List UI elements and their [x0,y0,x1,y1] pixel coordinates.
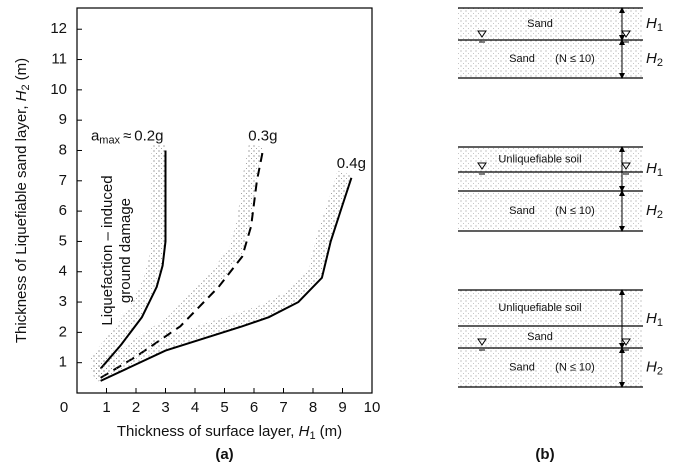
text-part: Thickness of Liquefiable sand layer, [13,101,30,343]
curve [100,177,353,382]
text-part: Thickness of surface layer, [117,423,299,440]
dimension-label: H1 [646,15,663,34]
layer-label: Sand [509,205,535,217]
text-part: 2 [657,209,663,221]
curve-label: amax ≈0.2g [91,127,164,146]
damage-band [90,170,352,383]
text-part: H [646,358,657,375]
curve [99,150,167,370]
y-tick-label: 12 [50,20,67,37]
x-tick-label: 4 [191,399,199,416]
dimension-label: H1 [646,310,663,329]
text-part: 0.3g [248,127,277,144]
y-tick-label: 4 [59,263,67,280]
caption: (a) [215,446,233,463]
text-part: 1 [657,167,663,179]
layer-label: Sand [527,331,553,343]
text-part: H [646,50,657,67]
y-tick-label: 2 [59,323,67,340]
dimension-label: H2 [646,50,663,69]
layer-label: Unliquefiable soil [498,302,581,314]
soil-fill [458,147,643,231]
y-tick-label: 9 [59,111,67,128]
x-tick-label: 7 [279,399,287,416]
soil-fill [458,8,643,78]
layer-note: (N ≤ 10) [555,205,595,217]
water-table [477,30,487,43]
text-part: H [646,310,657,327]
y-tick-label: 3 [59,293,67,310]
layer-note: (N ≤ 10) [555,361,595,373]
layer-label: Sand [527,18,553,30]
curve-label: 0.4g [337,155,366,172]
text-part: 2 [20,84,32,90]
annotation: ground damage [117,198,134,303]
x-tick-label: 0 [60,399,68,416]
text-part: 2 [657,57,663,69]
text-part: ≈ [123,127,131,144]
text-part: H [299,423,310,440]
x-tick-label: 8 [309,399,317,416]
dimension-label: H1 [646,160,663,179]
text-part: H [13,90,30,101]
text-part: (m) [13,58,30,81]
water-table [477,162,487,175]
layer-label: Sand [509,53,535,65]
text-part: 0.2g [134,127,163,144]
text-part: H [646,15,657,32]
y-axis-label: Thickness of Liquefiable sand layer, H2 (… [13,58,32,343]
text-part: 2 [657,365,663,377]
water-table [477,338,487,351]
text-part: (m) [320,423,343,440]
caption: (b) [535,446,554,463]
x-tick-label: 9 [338,399,346,416]
y-tick-label: 10 [50,81,67,98]
layer-label: Unliquefiable soil [498,153,581,165]
y-tick-label: 7 [59,172,67,189]
x-tick-label: 2 [132,399,140,416]
text-part: H [646,160,657,177]
damage-band [90,144,263,379]
x-tick-label: 10 [364,399,381,416]
x-tick-label: 5 [220,399,228,416]
text-part: a [91,127,100,144]
x-tick-label: 6 [250,399,258,416]
x-tick-label: 3 [161,399,169,416]
layer-label: Sand [509,361,535,373]
dimension-label: H2 [646,358,663,377]
x-axis-label: Thickness of surface layer, H1 (m) [117,423,342,442]
x-tick-label: 1 [102,399,110,416]
damage-band [88,145,166,369]
y-tick-label: 1 [59,354,67,371]
soil-fill [458,290,643,387]
y-tick-label: 8 [59,141,67,158]
annotation: Liquefaction – induced [99,175,116,325]
layer-note: (N ≤ 10) [555,53,595,65]
curve-label: 0.3g [248,127,277,144]
text-part: H [646,202,657,219]
text-part: 1 [657,22,663,34]
text-part: 0.4g [337,155,366,172]
y-tick-label: 11 [51,51,67,68]
text-part: 1 [309,430,315,442]
text-part: 1 [657,317,663,329]
y-tick-label: 5 [59,232,67,249]
dimension-label: H2 [646,202,663,221]
text-part: max [99,134,120,146]
y-tick-label: 6 [59,202,67,219]
